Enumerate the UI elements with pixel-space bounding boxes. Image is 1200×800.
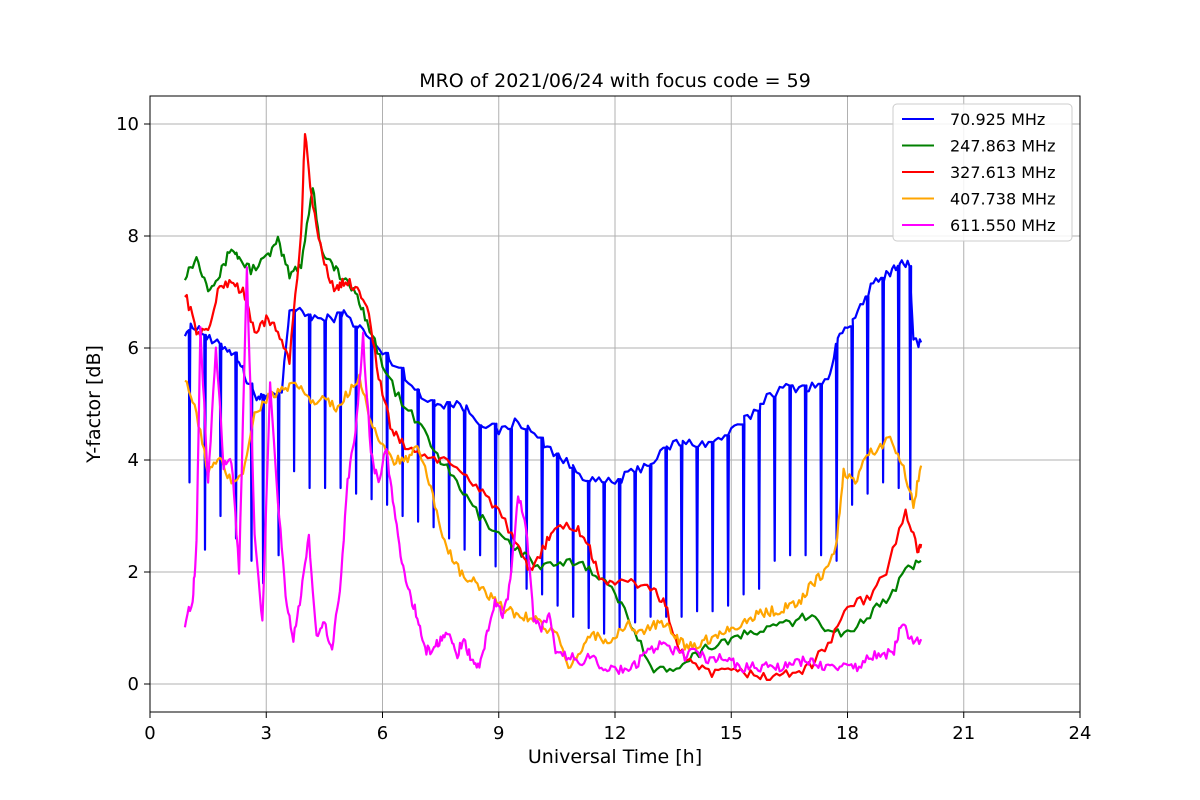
y-tick-label: 10 bbox=[116, 114, 139, 135]
series-line bbox=[183, 259, 923, 635]
x-tick-label: 0 bbox=[144, 723, 155, 744]
series-line bbox=[184, 133, 923, 681]
series-layer bbox=[183, 133, 923, 681]
y-tick-label: 8 bbox=[128, 226, 139, 247]
legend-label: 327.613 MHz bbox=[950, 163, 1055, 182]
y-tick-label: 0 bbox=[128, 674, 139, 695]
legend-label: 407.738 MHz bbox=[950, 190, 1055, 209]
series-line bbox=[183, 187, 922, 674]
series-3 bbox=[184, 373, 923, 670]
x-tick-label: 9 bbox=[493, 723, 504, 744]
x-tick-label: 21 bbox=[952, 723, 975, 744]
series-1 bbox=[183, 187, 922, 674]
y-tick-label: 2 bbox=[128, 562, 139, 583]
series-line bbox=[183, 266, 923, 675]
legend-label: 70.925 MHz bbox=[950, 110, 1045, 129]
legend: 70.925 MHz 247.863 MHz 327.613 MHz 407.738 … bbox=[892, 103, 1073, 242]
y-tick-label: 4 bbox=[128, 450, 139, 471]
x-tick-label: 6 bbox=[377, 723, 388, 744]
x-axis-label: Universal Time [h] bbox=[528, 746, 702, 768]
x-tick-label: 18 bbox=[836, 723, 859, 744]
y-axis-label: Y-factor [dB] bbox=[83, 345, 105, 464]
x-tick-label: 12 bbox=[604, 723, 627, 744]
x-axis: 0 3 6 9 12 15 18 21 24 bbox=[144, 712, 1091, 744]
legend-label: 611.550 MHz bbox=[950, 216, 1055, 235]
chart-title: MRO of 2021/06/24 with focus code = 59 bbox=[419, 70, 811, 92]
legend-box bbox=[892, 103, 1073, 242]
series-0 bbox=[183, 259, 923, 635]
x-tick-label: 15 bbox=[720, 723, 743, 744]
series-2 bbox=[184, 133, 923, 681]
series-4 bbox=[183, 266, 923, 675]
x-tick-label: 3 bbox=[261, 723, 272, 744]
y-tick-label: 6 bbox=[128, 338, 139, 359]
y-axis: 0 2 4 6 8 10 bbox=[116, 114, 150, 695]
legend-label: 247.863 MHz bbox=[950, 137, 1055, 156]
series-line bbox=[184, 373, 923, 670]
x-tick-label: 24 bbox=[1069, 723, 1092, 744]
